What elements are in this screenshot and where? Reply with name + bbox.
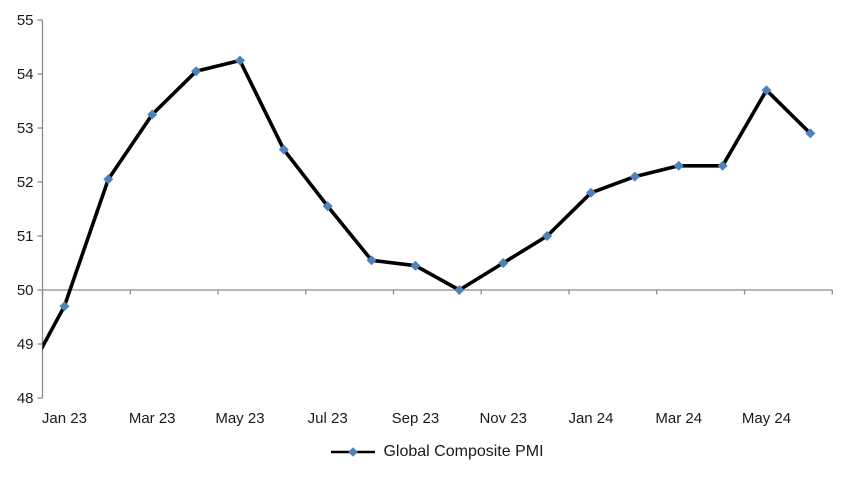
- y-tick-label: 49: [17, 336, 34, 353]
- data-point-marker: [103, 174, 114, 185]
- x-tick-label: Sep 23: [392, 410, 440, 427]
- y-tick-label: 48: [17, 390, 34, 407]
- legend-label: Global Composite PMI: [383, 443, 544, 460]
- y-tick-label: 54: [17, 66, 34, 83]
- data-point-marker: [366, 255, 377, 266]
- data-point-marker: [191, 66, 202, 77]
- data-point-marker: [498, 258, 509, 268]
- data-point-marker: [585, 187, 596, 198]
- data-point-marker: [629, 171, 640, 182]
- y-tick-label: 52: [17, 174, 34, 191]
- series-line: [42, 58, 813, 351]
- data-point-marker: [410, 260, 421, 271]
- x-tick-label: May 23: [215, 410, 264, 427]
- data-point-marker: [278, 144, 289, 155]
- data-point-marker: [805, 128, 816, 139]
- y-tick-label: 53: [17, 120, 34, 137]
- data-point-marker: [59, 301, 70, 312]
- data-point-marker: [147, 109, 158, 120]
- legend: Global Composite PMI: [42, 441, 832, 463]
- legend-line-marker-icon: [331, 447, 376, 457]
- y-tick-label: 55: [17, 12, 34, 29]
- x-tick-label: Jul 23: [308, 410, 348, 427]
- data-point-marker: [454, 285, 465, 295]
- x-tick-label: Mar 23: [129, 410, 176, 427]
- series-markers: [59, 55, 816, 312]
- data-point-marker: [673, 160, 684, 171]
- x-tick-label: Jan 24: [568, 410, 613, 427]
- data-point-marker: [542, 231, 553, 241]
- y-tick-label: 51: [17, 228, 34, 245]
- x-tick-label: Nov 23: [479, 410, 527, 427]
- y-tick-label: 50: [17, 282, 34, 299]
- data-point-marker: [761, 85, 772, 96]
- data-point-marker: [234, 55, 245, 66]
- legend-diamond-marker-icon: [348, 447, 359, 457]
- x-tick-label: May 24: [742, 410, 791, 427]
- data-point-marker: [717, 160, 728, 171]
- x-tick-label: Jan 23: [42, 410, 87, 427]
- x-tick-label: Mar 24: [655, 410, 702, 427]
- data-point-marker: [322, 201, 333, 212]
